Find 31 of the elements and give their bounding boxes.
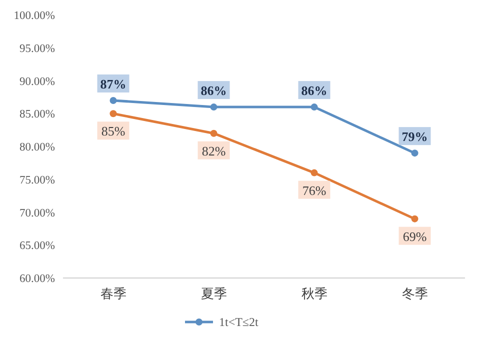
x-tick-label: 夏季 [200,287,227,302]
point [310,169,318,176]
legend: 1t<T≤2t [185,315,258,329]
data-label: 69% [402,228,427,244]
y-tick-label: 70.00% [20,207,56,220]
data-label: 87% [100,76,126,92]
y-tick-label: 75.00% [20,174,56,186]
point [411,215,418,222]
y-tick-label: 100.00% [14,10,56,22]
point [411,150,418,157]
x-tick-label: 春季 [100,287,126,302]
x-tick-label: 冬季 [402,287,428,302]
point [110,96,117,104]
point [210,130,218,137]
data-label: 86% [301,83,328,98]
data-label: 82% [202,143,226,158]
point [310,104,318,111]
y-tick-label: 85.00% [20,108,56,121]
y-tick-label: 90.00% [20,76,56,88]
y-tick-label: 60.00% [20,273,56,285]
x-tick-label: 秋季 [301,287,328,302]
legend-label: 1t<T≤2t [219,315,260,329]
y-tick-label: 95.00% [20,42,56,55]
y-tick-label: 80.00% [20,142,56,154]
y-tick-label: 65.00% [20,240,56,252]
data-label: 86% [200,83,227,98]
data-label: 79% [402,129,428,144]
data-label: 85% [101,124,126,139]
data-label: 76% [302,182,326,198]
point [110,110,117,118]
point [210,104,218,111]
